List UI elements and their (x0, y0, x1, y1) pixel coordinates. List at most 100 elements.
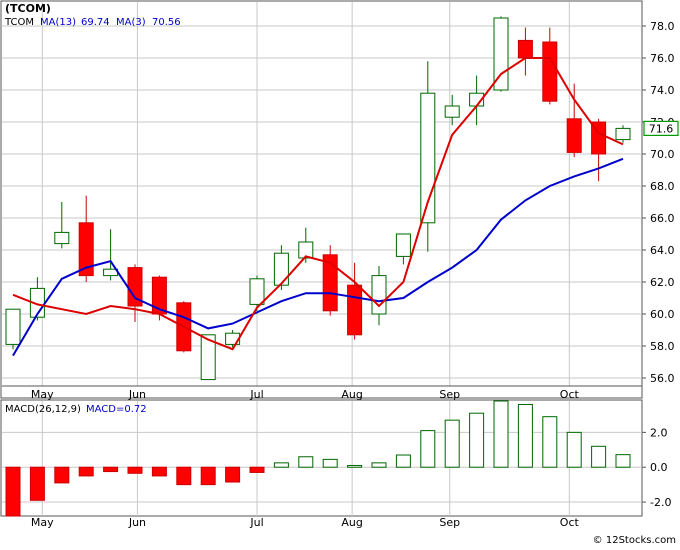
candle-body (615, 127, 631, 141)
candle-body (273, 252, 289, 286)
price-tick-label: 68.0 (650, 180, 675, 193)
macd-bar-2 (54, 466, 70, 484)
legend-ma3-label: MA(3) (116, 17, 146, 28)
month-label: Jun (128, 388, 146, 401)
price-axis: 56.058.060.062.064.066.068.070.072.074.0… (642, 20, 675, 385)
candle-10 (249, 275, 265, 311)
macd-axis: -2.0 0.0 2.0 (642, 426, 671, 509)
price-tick-label: 56.0 (650, 372, 675, 385)
macd-bar-13 (322, 458, 338, 468)
price-tick-label: 58.0 (650, 340, 675, 353)
candle-body (566, 118, 582, 153)
candle-body (298, 241, 314, 259)
macd-bar-12 (298, 456, 314, 468)
legend-ticker: TCOM (4, 17, 34, 28)
macd-bar-3 (78, 466, 94, 477)
macd-bar-4 (103, 466, 119, 473)
price-panel (0, 0, 643, 399)
candle-body (542, 41, 558, 102)
macd-month-label: Aug (341, 516, 362, 529)
candle-body (371, 275, 387, 315)
macd-bar-25 (615, 454, 631, 468)
macd-month-label: Jun (128, 516, 146, 529)
macd-value: MACD=0.72 (86, 404, 147, 415)
month-label: Oct (560, 388, 580, 401)
legend-ma3-value: 70.56 (152, 17, 181, 28)
last-price-marker: 71.6 (643, 120, 679, 137)
candle-13 (322, 245, 338, 316)
candle-body (54, 231, 70, 245)
legend-ma13-value: 69.74 (81, 17, 110, 28)
candle-body (517, 39, 533, 59)
last-price-label: 71.6 (649, 122, 674, 135)
month-label: May (31, 388, 54, 401)
macd-bar-9 (225, 466, 241, 483)
candle-16 (395, 233, 411, 265)
month-label: Jul (249, 388, 263, 401)
candle-8 (200, 334, 216, 381)
ma3-line (12, 57, 624, 351)
macd-legend: MACD(26,12,9) MACD=0.72 (5, 404, 147, 415)
macd-bar-1 (29, 466, 45, 501)
price-tick-label: 70.0 (650, 148, 675, 161)
macd-bar-17 (420, 430, 436, 468)
macd-bar-14 (347, 464, 363, 468)
price-tick-label: 74.0 (650, 84, 675, 97)
macd-bar-15 (371, 462, 387, 468)
price-tick-label: 76.0 (650, 52, 675, 65)
price-tick-label: 64.0 (650, 244, 675, 257)
candle-25 (615, 125, 631, 143)
macd-bar-18 (444, 419, 460, 468)
macd-bar-8 (200, 466, 216, 486)
macd-bar-22 (542, 416, 558, 468)
macd-month-label: Sep (439, 516, 460, 529)
candle-6 (151, 275, 167, 321)
macd-month-label: May (31, 516, 54, 529)
candle-22 (542, 27, 558, 105)
candle-body (444, 105, 460, 118)
watermark: © 12Stocks.com (593, 535, 676, 546)
legend-ma13-label: MA(13) (40, 17, 76, 28)
price-legend: (TCOM) TCOM MA(13) 69.74 MA(3) 70.56 (4, 2, 181, 28)
ma13-line (12, 157, 624, 357)
macd-bar-20 (493, 400, 509, 468)
macd-bar-16 (395, 454, 411, 468)
macd-title: MACD(26,12,9) (5, 404, 81, 415)
candlesticks (5, 16, 631, 381)
macd-bar-5 (127, 466, 143, 474)
macd-bar-10 (249, 466, 265, 473)
macd-bar-11 (273, 462, 289, 468)
candle-body (200, 334, 216, 381)
macd-bar-0 (5, 466, 21, 517)
candle-body (249, 278, 265, 305)
macd-bar-24 (591, 445, 607, 468)
candle-18 (444, 94, 460, 126)
macd-month-label: Oct (560, 516, 580, 529)
candle-body (78, 222, 94, 277)
price-tick-label: 62.0 (650, 276, 675, 289)
macd-bar-6 (151, 466, 167, 477)
month-axis: May May Jun Jun Jul Jul Aug Aug Sep Sep Oct Oct (31, 388, 580, 529)
macd-tick-label: -2.0 (650, 496, 671, 509)
macd-bar-19 (469, 412, 485, 468)
chart-title: (TCOM) (5, 2, 51, 15)
price-tick-label: 66.0 (650, 212, 675, 225)
candle-23 (566, 83, 582, 158)
macd-tick-label: 2.0 (650, 426, 668, 439)
candle-0 (5, 308, 21, 350)
macd-bars (5, 400, 631, 517)
candle-2 (54, 202, 70, 249)
candle-11 (273, 245, 289, 290)
candle-body (322, 254, 338, 312)
candle-body (347, 284, 363, 336)
candle-15 (371, 266, 387, 326)
month-label: Sep (439, 388, 460, 401)
candle-body (5, 308, 21, 345)
macd-bar-23 (566, 431, 582, 468)
price-tick-label: 78.0 (650, 20, 675, 33)
month-label: Aug (341, 388, 362, 401)
macd-tick-label: 0.0 (650, 461, 668, 474)
macd-bar-21 (517, 403, 533, 468)
candle-body (395, 233, 411, 257)
